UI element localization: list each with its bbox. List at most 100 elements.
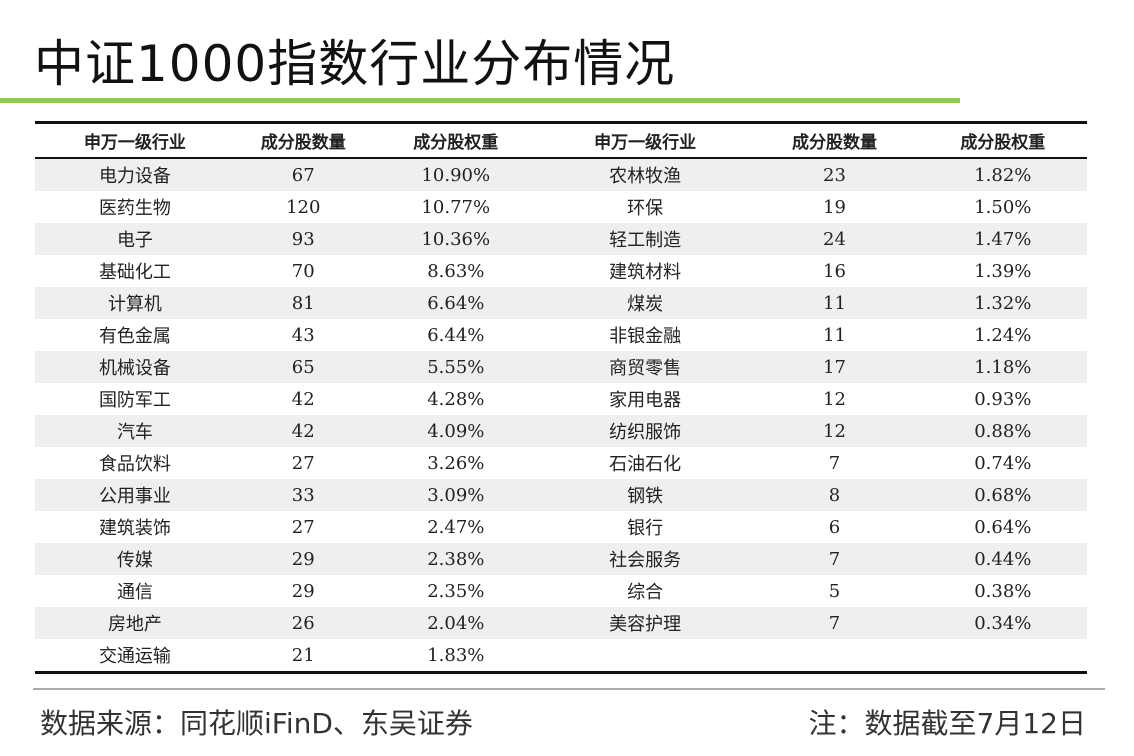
cell-count-right: 12 (750, 383, 919, 415)
cell-industry-right: 石油石化 (539, 447, 751, 479)
cell-industry-right: 环保 (539, 191, 751, 223)
cell-industry-left: 电力设备 (35, 159, 235, 191)
cell-weight-right: 0.68% (918, 479, 1087, 511)
cell-industry-left: 国防军工 (35, 383, 235, 415)
header-count-right: 成分股数量 (791, 133, 877, 153)
table-row: 有色金属 43 6.44% 非银金融 11 1.24% (35, 319, 1087, 351)
table-header-rule (35, 157, 1087, 159)
cell-industry-right: 社会服务 (539, 543, 751, 575)
table-row: 食品饮料 27 3.26% 石油石化 7 0.74% (35, 447, 1087, 479)
cell-industry-left: 机械设备 (35, 351, 235, 383)
cell-weight-left: 3.09% (371, 479, 540, 511)
cell-industry-left: 电子 (35, 223, 235, 255)
cell-count-right: 6 (750, 511, 919, 543)
table-row: 医药生物 120 10.77% 环保 19 1.50% (35, 191, 1087, 223)
cell-weight-right: 0.44% (918, 543, 1087, 575)
cell-weight-left: 10.36% (371, 223, 540, 255)
cell-industry-left: 汽车 (35, 415, 235, 447)
cell-count-right: 8 (750, 479, 919, 511)
cell-industry-left: 有色金属 (35, 319, 235, 351)
cell-industry-left: 交通运输 (35, 639, 235, 671)
cell-count-right: 24 (750, 223, 919, 255)
table-row: 汽车 42 4.09% 纺织服饰 12 0.88% (35, 415, 1087, 447)
cell-weight-right: 1.24% (918, 319, 1087, 351)
table-row: 交通运输 21 1.83% (35, 639, 1087, 671)
cell-count-left: 67 (234, 159, 372, 191)
cell-count-left: 27 (234, 447, 372, 479)
cell-count-right: 11 (750, 287, 919, 319)
cell-industry-left: 计算机 (35, 287, 235, 319)
cell-industry-right: 非银金融 (539, 319, 751, 351)
cell-count-right: 11 (750, 319, 919, 351)
table-row: 传媒 29 2.38% 社会服务 7 0.44% (35, 543, 1087, 575)
table-row: 基础化工 70 8.63% 建筑材料 16 1.39% (35, 255, 1087, 287)
header-industry-right: 申万一级行业 (594, 133, 697, 153)
data-note: 注：数据截至7月12日 (808, 707, 1086, 740)
cell-industry-right: 农林牧渔 (539, 159, 751, 191)
cell-industry-left: 通信 (35, 575, 235, 607)
cell-count-right: 7 (750, 447, 919, 479)
cell-count-right (750, 639, 919, 671)
cell-industry-left: 基础化工 (35, 255, 235, 287)
cell-industry-left: 医药生物 (35, 191, 235, 223)
cell-weight-left: 4.09% (371, 415, 540, 447)
cell-count-right: 5 (750, 575, 919, 607)
table-row: 电子 93 10.36% 轻工制造 24 1.47% (35, 223, 1087, 255)
cell-count-left: 65 (234, 351, 372, 383)
cell-industry-left: 传媒 (35, 543, 235, 575)
cell-industry-right: 煤炭 (539, 287, 751, 319)
header-weight-right: 成分股权重 (960, 133, 1046, 153)
table-row: 电力设备 67 10.90% 农林牧渔 23 1.82% (35, 159, 1087, 191)
title-underline (0, 98, 960, 103)
cell-weight-left: 6.64% (371, 287, 540, 319)
cell-count-right: 16 (750, 255, 919, 287)
cell-weight-right (918, 639, 1087, 671)
table-row: 建筑装饰 27 2.47% 银行 6 0.64% (35, 511, 1087, 543)
table-row: 计算机 81 6.64% 煤炭 11 1.32% (35, 287, 1087, 319)
cell-count-right: 7 (750, 607, 919, 639)
cell-weight-right: 1.39% (918, 255, 1087, 287)
cell-count-right: 19 (750, 191, 919, 223)
cell-count-left: 120 (234, 191, 372, 223)
cell-weight-right: 0.34% (918, 607, 1087, 639)
cell-weight-right: 0.74% (918, 447, 1087, 479)
header-count-left: 成分股数量 (260, 133, 346, 153)
cell-count-left: 70 (234, 255, 372, 287)
cell-weight-left: 10.90% (371, 159, 540, 191)
cell-weight-right: 1.47% (918, 223, 1087, 255)
table-row: 公用事业 33 3.09% 钢铁 8 0.68% (35, 479, 1087, 511)
table-top-rule (35, 121, 1087, 124)
cell-count-right: 23 (750, 159, 919, 191)
cell-weight-left: 8.63% (371, 255, 540, 287)
cell-industry-left: 房地产 (35, 607, 235, 639)
cell-weight-right: 0.93% (918, 383, 1087, 415)
cell-count-right: 7 (750, 543, 919, 575)
cell-weight-right: 1.32% (918, 287, 1087, 319)
cell-weight-left: 1.83% (371, 639, 540, 671)
cell-industry-left: 建筑装饰 (35, 511, 235, 543)
cell-count-left: 29 (234, 575, 372, 607)
cell-weight-right: 0.38% (918, 575, 1087, 607)
cell-weight-left: 2.04% (371, 607, 540, 639)
cell-count-left: 93 (234, 223, 372, 255)
cell-weight-right: 0.88% (918, 415, 1087, 447)
data-source: 数据来源：同花顺iFinD、东吴证券 (40, 707, 473, 740)
cell-industry-right: 银行 (539, 511, 751, 543)
cell-weight-left: 2.47% (371, 511, 540, 543)
cell-industry-right (539, 639, 751, 671)
cell-industry-right: 家用电器 (539, 383, 751, 415)
industry-table: 申万一级行业 成分股数量 成分股权重 申万一级行业 成分股数量 成分股权重 电力… (35, 121, 1087, 674)
cell-count-left: 33 (234, 479, 372, 511)
cell-weight-right: 0.64% (918, 511, 1087, 543)
cell-industry-right: 美容护理 (539, 607, 751, 639)
cell-count-left: 26 (234, 607, 372, 639)
cell-industry-right: 综合 (539, 575, 751, 607)
header-industry-left: 申万一级行业 (83, 133, 186, 153)
table-row: 国防军工 42 4.28% 家用电器 12 0.93% (35, 383, 1087, 415)
cell-weight-right: 1.18% (918, 351, 1087, 383)
table-row: 机械设备 65 5.55% 商贸零售 17 1.18% (35, 351, 1087, 383)
cell-weight-right: 1.82% (918, 159, 1087, 191)
cell-count-left: 42 (234, 383, 372, 415)
table-bottom-rule (35, 671, 1087, 674)
cell-weight-left: 6.44% (371, 319, 540, 351)
